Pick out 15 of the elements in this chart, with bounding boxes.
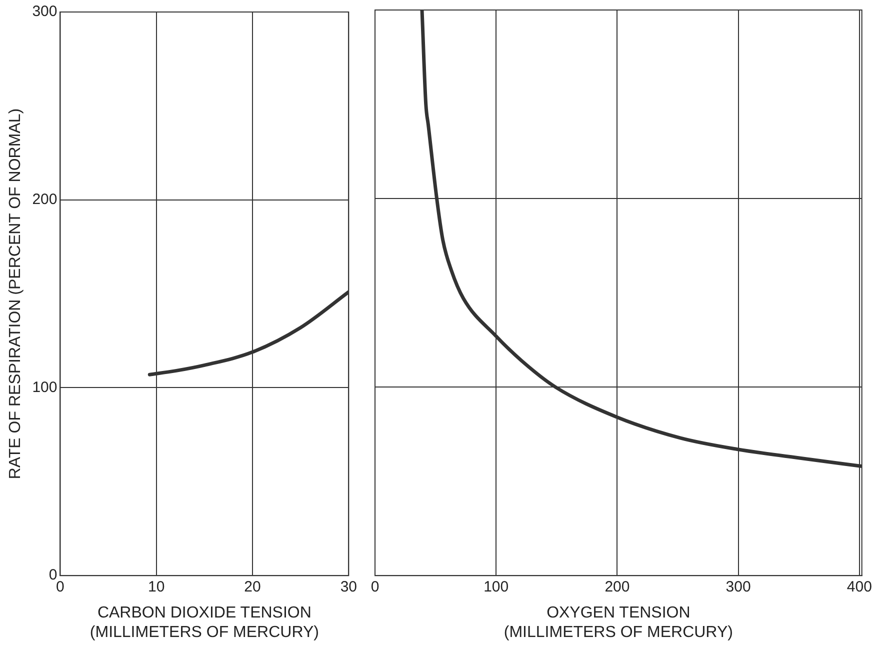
x-tick-label: 20 [244,578,261,596]
x-tick-label: 100 [484,578,509,596]
x-tick-label: 200 [604,578,630,596]
y-tick-label: 0 [48,566,58,584]
y-axis-title: RATE OF RESPIRATION (PERCENT OF NORMAL) [7,108,24,480]
x-tick-label: 0 [370,578,380,596]
x-tick-label: 10 [148,578,165,596]
x-axis-title: OXYGEN TENSION (MILLIMETERS OF MERCURY) [504,604,733,641]
y-tick-label: 200 [32,191,58,208]
x-axis-title: CARBON DIOXIDE TENSION (MILLIMETERS OF MERCURY) [90,604,319,641]
x-tick-label: 300 [726,578,751,596]
y-tick-label: 100 [32,378,58,396]
x-tick-label: 30 [340,578,357,596]
x-tick-label: 400 [846,578,872,596]
y-tick-label: 300 [32,3,58,20]
